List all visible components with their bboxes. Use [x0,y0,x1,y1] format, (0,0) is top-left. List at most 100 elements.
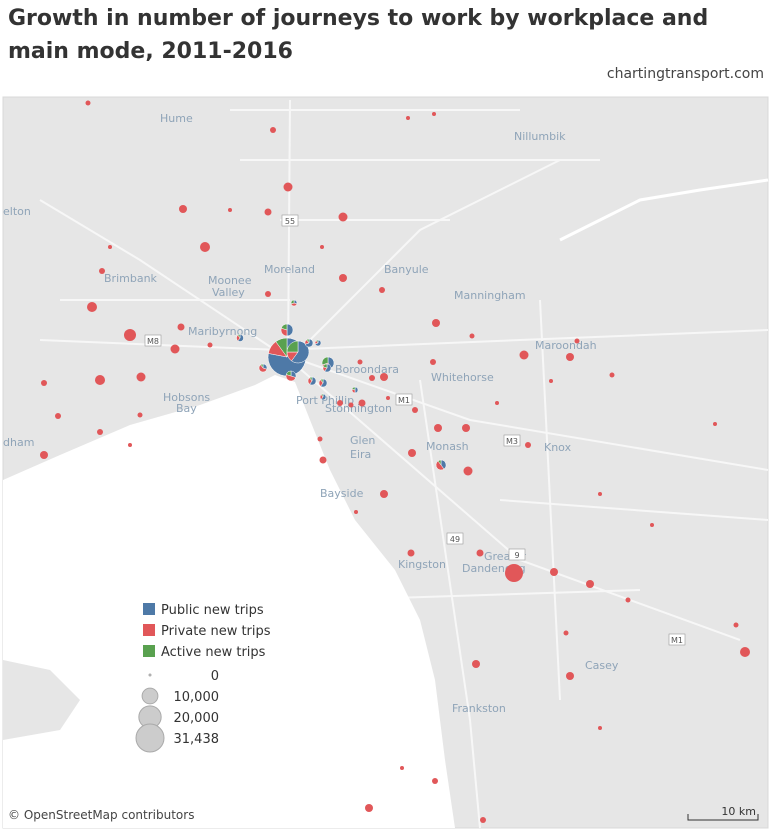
pie-slice [306,338,310,344]
map-dot [400,766,404,770]
scale-bar [687,814,759,821]
pie-slice [435,460,445,471]
pie-slice [324,363,332,373]
pie-slice [285,370,292,377]
place-label: Hume [160,112,193,125]
roads [39,99,769,829]
pie-slice [280,323,288,331]
map-dot [379,287,385,293]
map-dot [320,245,324,249]
map-dot [369,375,375,381]
map-dot [170,344,180,354]
legend-size-label: 31,438 [174,732,220,747]
map-dot [586,580,594,588]
map-dot [200,242,210,252]
peninsula [3,660,80,740]
road-shield-label: M1 [398,396,410,405]
place-label: Kingston [398,558,446,571]
legend-size-label: 0 [211,669,219,684]
road-shield-label: 49 [450,535,460,544]
map-dot [713,422,717,426]
map-dot [338,212,348,222]
map-dot [430,359,436,365]
place-label: Nillumbik [514,130,566,143]
legend-size-label: 20,000 [174,711,220,726]
place-label: dham [3,436,34,449]
map-dot [99,268,105,274]
place-label: Bay [176,402,197,415]
place-label: Knox [544,441,572,454]
map-dot [563,630,569,636]
road-shield-label: 55 [285,217,295,226]
map-dot [177,323,185,331]
map-dot [41,380,47,386]
map-dot [525,442,531,448]
map-dot [434,424,442,432]
legend-label: Public new trips [161,603,264,618]
map-dot [469,333,475,339]
legend-size-circle [135,723,165,753]
road-shield-label: M3 [506,437,518,446]
map-dot [566,353,574,361]
place-label: Boroondara [335,363,399,376]
pie-slice [309,376,313,382]
pie-slice [320,378,324,384]
road-shield [668,633,686,646]
map-dot [348,402,354,408]
road-shield-label: M1 [671,636,683,645]
place-label: Glen [350,434,375,447]
road-shield-label: 9 [514,551,519,560]
road-shield [446,532,464,545]
road-shield [144,334,162,347]
place-label: Moonee [208,274,252,287]
pie-slice [291,340,310,364]
map-dot [472,660,480,668]
map-dot [358,399,366,407]
map-dot [566,672,574,680]
place-label: Bayside [320,487,364,500]
pie-slice [285,374,297,382]
map-dot [519,350,529,360]
road-shields: 55 M8 M1 M3 49 9 M1 [144,214,686,646]
place-labels: Hume Nillumbik elton Brimbank Moonee Val… [3,112,619,715]
map-dot [480,817,486,823]
map-dot [97,429,103,435]
map-dot [380,490,388,498]
workplace-dots [40,100,750,823]
map-dot [137,412,143,418]
map-dot [264,208,272,216]
map-dot [319,456,327,464]
map-dot [128,443,132,447]
map-dot [95,375,105,385]
place-label: Brimbank [104,272,158,285]
pie-slice [320,393,324,398]
place-label: Hobsons [163,391,210,404]
pie-slice [309,376,317,386]
pie-slice [275,337,288,358]
pie-slice [290,299,295,305]
legend-swatch [143,603,155,615]
map-dot [228,208,232,212]
place-label: Banyule [384,263,429,276]
place-label: Eira [350,448,371,461]
map-dot [357,359,363,365]
pie-slice [260,363,264,369]
pie-slice [322,363,328,369]
map-dot [412,407,418,413]
place-label: Frankston [452,702,506,715]
pie-slice [354,386,359,394]
place-label: Monash [426,440,469,453]
place-label: Maribyrnong [188,325,257,338]
map-dot [380,373,388,381]
pie-slice [321,356,329,366]
pie-slice [437,459,442,466]
map-dot [317,436,323,442]
map-dot [598,492,602,496]
map-dot [406,116,410,120]
map-dot [283,182,293,192]
pie-slice [351,386,356,391]
map-dot [432,319,440,327]
map-dot [386,396,390,400]
map-dot [136,372,146,382]
